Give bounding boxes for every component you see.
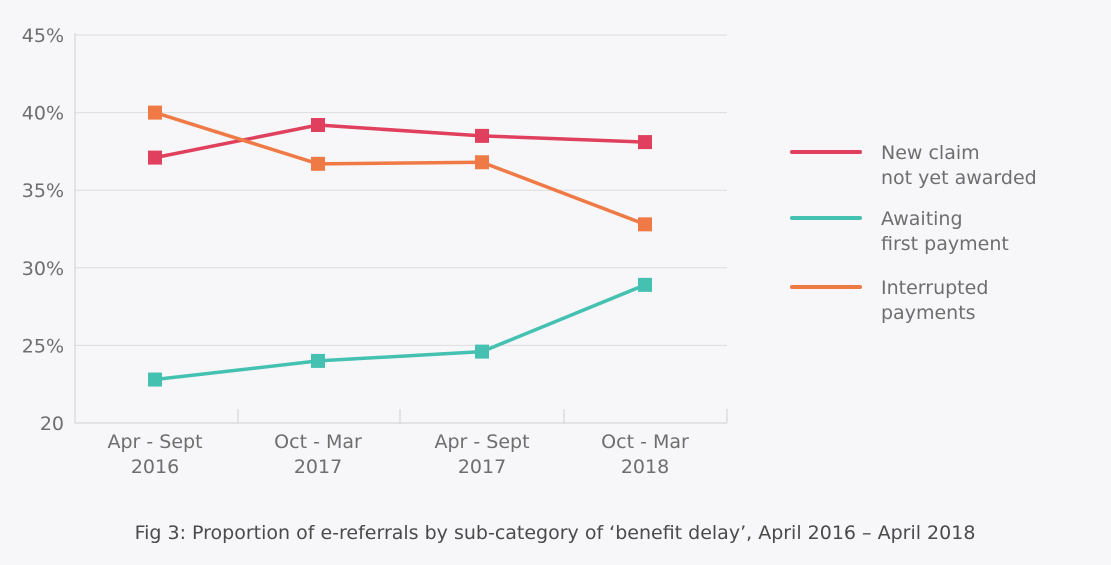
series-1-point-1 — [311, 353, 325, 368]
y-tick-label-20: 20 — [40, 413, 64, 435]
series-0-point-2 — [475, 128, 489, 143]
legend-label-line: not yet awarded — [881, 167, 1037, 189]
x-tick-label-2: Apr - Sept 2017 — [434, 431, 529, 478]
x-tick-label-1: Oct - Mar 2017 — [274, 431, 362, 478]
series-1-point-0 — [148, 372, 162, 387]
series-line-0 — [154, 123, 646, 160]
x-tick-label-line: Apr - Sept — [434, 431, 529, 453]
chart-caption: Fig 3: Proportion of e-referrals by sub-… — [135, 522, 976, 544]
y-tick-label-45: 45% — [22, 25, 64, 47]
series-line-1 — [154, 283, 646, 382]
series-layer — [148, 105, 652, 387]
legend-label-2: Interrupted payments — [881, 277, 988, 324]
legend-label-0: New claim not yet awarded — [881, 142, 1037, 189]
series-1-point-2 — [475, 344, 489, 359]
legend-label-line: New claim — [881, 142, 980, 164]
x-tick-label-line: 2017 — [294, 456, 342, 478]
series-2-point-3 — [638, 217, 652, 232]
x-tick-label-line: Apr - Sept — [107, 431, 202, 453]
y-tick-label-35: 35% — [22, 180, 64, 202]
legend-label-line: payments — [881, 302, 976, 324]
legend-label-1: Awaiting first payment — [881, 208, 1009, 255]
y-tick-label-25: 25% — [22, 335, 64, 357]
x-tick-label-line: 2016 — [131, 456, 179, 478]
x-tick-label-3: Oct - Mar 2018 — [601, 431, 689, 478]
axis-layer: 20 25% 30% 35% 40% 45% Apr - Sept 2016 Oct - Mar… — [22, 25, 728, 478]
series-0-point-1 — [311, 118, 325, 133]
grid-layer — [75, 34, 727, 346]
series-2-point-0 — [148, 105, 162, 120]
legend-layer: New claim not yet awarded Awaiting first pa… — [790, 142, 1037, 324]
series-2-point-1 — [311, 156, 325, 171]
legend-label-line: first payment — [881, 233, 1009, 255]
y-tick-label-30: 30% — [22, 258, 64, 280]
series-0-point-0 — [148, 150, 162, 165]
x-tick-label-line: 2018 — [621, 456, 669, 478]
series-line-2 — [154, 110, 646, 226]
x-tick-label-line: 2017 — [458, 456, 506, 478]
x-tick-label-line: Oct - Mar — [601, 431, 689, 453]
series-1-point-3 — [638, 277, 652, 292]
legend-label-line: Interrupted — [881, 277, 988, 299]
series-2-point-2 — [475, 155, 489, 170]
y-tick-label-40: 40% — [22, 103, 64, 125]
x-tick-label-0: Apr - Sept 2016 — [107, 431, 202, 478]
legend-label-line: Awaiting — [881, 208, 963, 230]
x-tick-label-line: Oct - Mar — [274, 431, 362, 453]
series-0-point-3 — [638, 135, 652, 150]
